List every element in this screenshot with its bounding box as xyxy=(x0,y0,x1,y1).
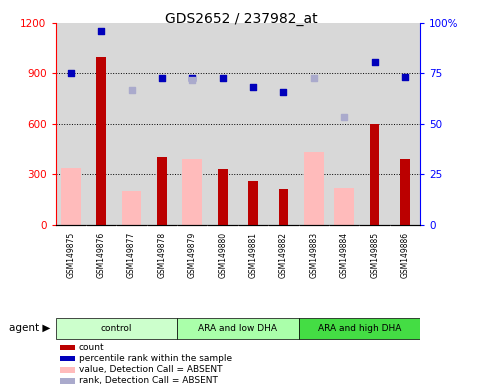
Bar xyxy=(248,181,258,225)
Point xyxy=(341,114,348,120)
Bar xyxy=(61,167,81,225)
Text: GSM149879: GSM149879 xyxy=(188,232,197,278)
Text: GSM149876: GSM149876 xyxy=(97,232,106,278)
Point xyxy=(188,77,196,83)
Bar xyxy=(400,159,410,225)
Text: GSM149881: GSM149881 xyxy=(249,232,257,278)
Text: GSM149885: GSM149885 xyxy=(370,232,379,278)
Text: rank, Detection Call = ABSENT: rank, Detection Call = ABSENT xyxy=(79,376,218,384)
Bar xyxy=(298,318,420,339)
Text: GDS2652 / 237982_at: GDS2652 / 237982_at xyxy=(165,12,318,25)
Bar xyxy=(183,159,202,225)
Text: GSM149882: GSM149882 xyxy=(279,232,288,278)
Point xyxy=(249,84,257,90)
Bar xyxy=(177,318,298,339)
Point xyxy=(219,75,227,81)
Text: ARA and low DHA: ARA and low DHA xyxy=(199,324,277,333)
Point xyxy=(188,75,196,81)
Text: GSM149886: GSM149886 xyxy=(400,232,410,278)
Point xyxy=(67,70,74,76)
Bar xyxy=(60,378,75,384)
Text: percentile rank within the sample: percentile rank within the sample xyxy=(79,354,232,363)
Bar xyxy=(370,124,380,225)
Bar xyxy=(279,189,288,225)
Text: GSM149875: GSM149875 xyxy=(66,232,75,278)
Point xyxy=(371,59,379,65)
Point xyxy=(401,74,409,80)
Text: ARA and high DHA: ARA and high DHA xyxy=(318,324,401,333)
Text: GSM149884: GSM149884 xyxy=(340,232,349,278)
Text: GSM149877: GSM149877 xyxy=(127,232,136,278)
Bar xyxy=(60,356,75,361)
Bar xyxy=(304,152,324,225)
Text: value, Detection Call = ABSENT: value, Detection Call = ABSENT xyxy=(79,365,223,374)
Bar xyxy=(218,169,227,225)
Bar xyxy=(157,157,167,225)
Point xyxy=(128,87,135,93)
Bar xyxy=(60,367,75,372)
Point xyxy=(158,75,166,81)
Text: control: control xyxy=(100,324,132,333)
Point xyxy=(310,75,318,81)
Bar xyxy=(56,318,177,339)
Text: agent ▶: agent ▶ xyxy=(9,323,51,333)
Point xyxy=(97,28,105,35)
Text: GSM149880: GSM149880 xyxy=(218,232,227,278)
Text: GSM149878: GSM149878 xyxy=(157,232,167,278)
Bar xyxy=(334,188,354,225)
Bar xyxy=(96,57,106,225)
Bar xyxy=(60,345,75,351)
Bar xyxy=(122,191,142,225)
Text: count: count xyxy=(79,343,104,352)
Point xyxy=(280,89,287,95)
Text: GSM149883: GSM149883 xyxy=(309,232,318,278)
